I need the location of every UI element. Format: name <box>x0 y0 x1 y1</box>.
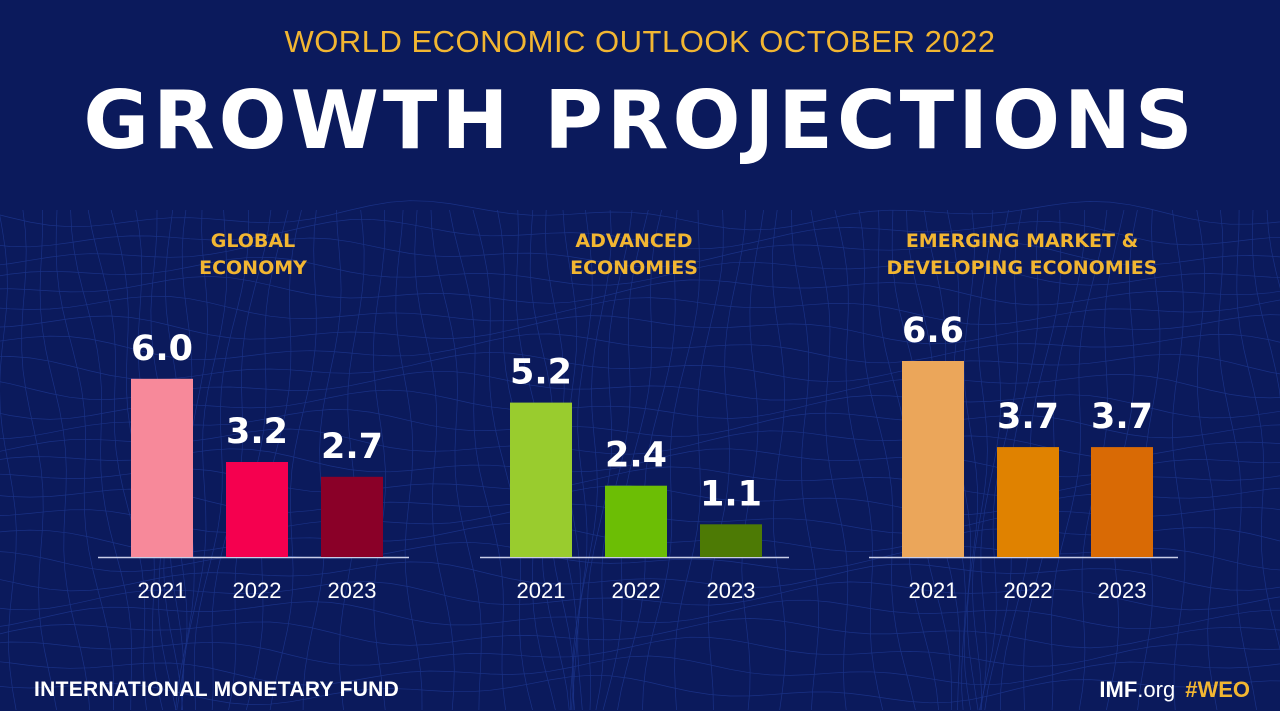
bar <box>321 476 383 557</box>
chart-panel-1: GLOBAL ECONOMY 6.0 2021 3.2 2022 2.7 2023 <box>98 230 409 603</box>
footer-org-name: INTERNATIONAL MONETARY FUND <box>34 678 400 701</box>
bar <box>902 361 964 557</box>
bar <box>700 524 762 557</box>
x-tick-label: 2021 <box>517 578 566 603</box>
chart-panel-2: ADVANCED ECONOMIES 5.2 2021 2.4 2022 1.1 2023 <box>480 230 789 603</box>
bar <box>510 402 572 557</box>
data-label: 3.2 <box>226 412 288 452</box>
x-tick-label: 2023 <box>328 578 377 603</box>
site-link-bold[interactable]: IMF <box>1099 677 1138 702</box>
page-title: GROWTH PROJECTIONS <box>83 74 1197 167</box>
x-tick-label: 2023 <box>707 578 756 603</box>
x-tick-label: 2021 <box>138 578 187 603</box>
bar <box>131 378 193 557</box>
bar <box>1091 447 1153 557</box>
footer-links: IMF.org #WEO <box>1099 677 1250 703</box>
data-label: 2.4 <box>605 436 667 476</box>
x-tick-label: 2021 <box>909 578 958 603</box>
report-supertitle: WORLD ECONOMIC OUTLOOK OCTOBER 2022 <box>284 24 996 59</box>
data-label: 6.0 <box>131 329 193 369</box>
data-label: 1.1 <box>700 474 762 514</box>
panel-title-line: ADVANCED <box>575 230 692 252</box>
data-label: 3.7 <box>1091 397 1153 437</box>
panel-title-line: DEVELOPING ECONOMIES <box>887 257 1158 279</box>
data-label: 5.2 <box>510 353 572 393</box>
x-tick-label: 2022 <box>233 578 282 603</box>
bar <box>226 462 288 557</box>
data-label: 6.6 <box>902 311 964 351</box>
x-tick-label: 2022 <box>1004 578 1053 603</box>
data-label: 3.7 <box>997 397 1059 437</box>
panel-title-line: GLOBAL <box>211 230 295 252</box>
chart-panel-3: EMERGING MARKET & DEVELOPING ECONOMIES 6.6… <box>869 230 1178 603</box>
hashtag-weo[interactable]: #WEO <box>1185 677 1250 702</box>
x-tick-label: 2023 <box>1098 578 1147 603</box>
bar <box>997 447 1059 557</box>
bar <box>605 485 667 557</box>
site-link-suffix[interactable]: .org <box>1137 677 1176 702</box>
panel-title-line: EMERGING MARKET & <box>906 230 1138 252</box>
panel-title-line: ECONOMIES <box>570 257 698 279</box>
panel-title-line: ECONOMY <box>199 257 307 279</box>
data-label: 2.7 <box>321 427 383 467</box>
x-tick-label: 2022 <box>612 578 661 603</box>
